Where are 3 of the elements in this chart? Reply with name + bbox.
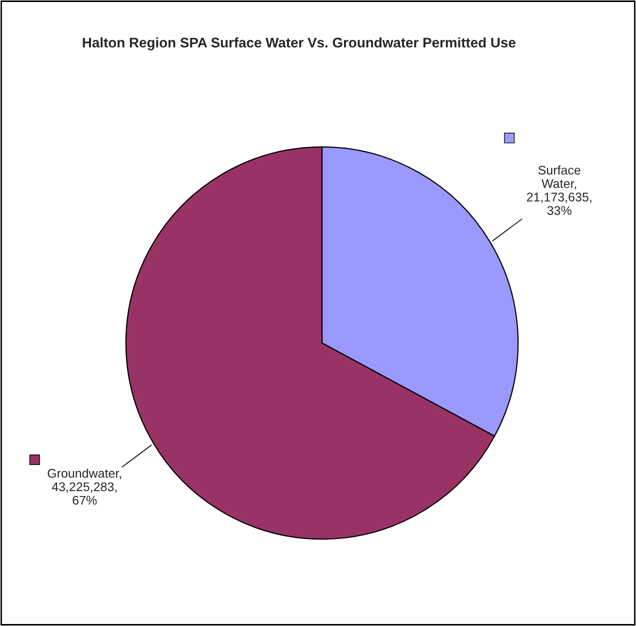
slice-label: Surface Water, 21,173,635, 33%	[526, 165, 592, 215]
chart-title: Halton Region SPA Surface Water Vs. Groundwater Permitted Use	[82, 37, 516, 50]
slice-label: Groundwater, 43,225,283, 67%	[48, 468, 122, 505]
